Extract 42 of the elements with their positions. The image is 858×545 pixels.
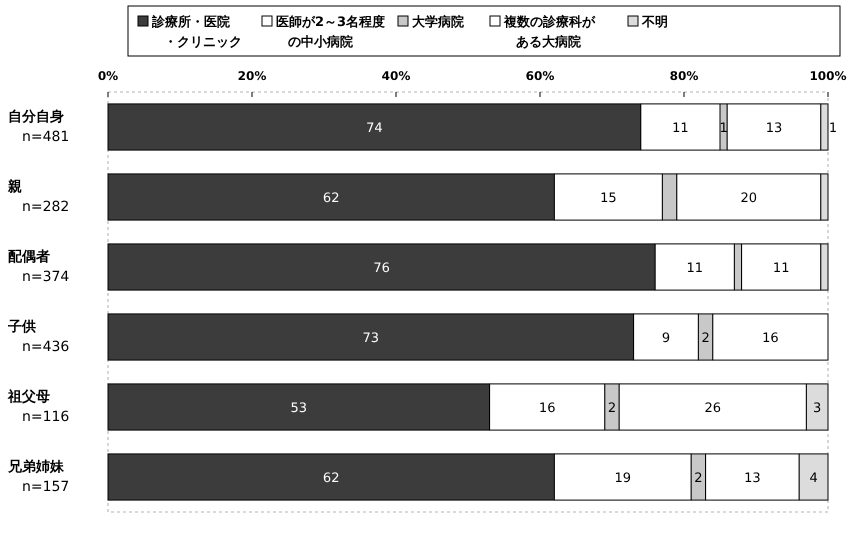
data-label: 16 bbox=[538, 401, 556, 416]
data-label: 15 bbox=[600, 191, 617, 206]
data-label: 62 bbox=[322, 471, 340, 486]
data-label: 11 bbox=[772, 261, 790, 276]
data-label: 26 bbox=[704, 401, 722, 416]
data-label: 4 bbox=[809, 471, 818, 486]
data-label: 16 bbox=[762, 331, 779, 346]
data-label: 73 bbox=[362, 331, 380, 346]
data-label: 13 bbox=[744, 471, 761, 486]
data-label: 11 bbox=[686, 261, 704, 276]
x-tick-label: 100% bbox=[809, 69, 847, 83]
data-label: 2 bbox=[608, 401, 616, 416]
x-tick-label: 0% bbox=[98, 69, 118, 83]
x-tick-label: 20% bbox=[238, 69, 266, 83]
data-label: 13 bbox=[766, 121, 782, 136]
x-tick-label: 60% bbox=[526, 69, 554, 83]
y-tick-label: 配偶者 n=374 bbox=[8, 249, 70, 285]
data-label: 2 bbox=[701, 331, 710, 346]
y-tick-label: 祖父母 n=116 bbox=[7, 388, 70, 425]
x-tick-label: 80% bbox=[670, 69, 698, 83]
x-tick-label: 40% bbox=[382, 69, 410, 83]
data-label: 20 bbox=[740, 191, 758, 206]
data-label: 1 bbox=[828, 121, 838, 136]
data-label: 1 bbox=[719, 121, 728, 136]
y-tick-label: 自分自身 n=481 bbox=[8, 109, 70, 145]
y-tick-label: 親 n=282 bbox=[7, 178, 70, 215]
data-label: 2 bbox=[694, 471, 703, 486]
data-label: 76 bbox=[373, 261, 390, 276]
y-tick-label: 子供 n=436 bbox=[7, 319, 70, 355]
y-tick-label: 兄弟姉妹 n=157 bbox=[7, 459, 70, 495]
data-label: 3 bbox=[813, 401, 822, 416]
legend-label: 医師が2～3名程度の中小病院 bbox=[276, 14, 386, 50]
data-label: 62 bbox=[322, 191, 340, 206]
data-label: 9 bbox=[662, 331, 670, 346]
data-label: 19 bbox=[614, 471, 632, 486]
legend-label: 不明 bbox=[641, 15, 668, 30]
legend-label: 診療所・医院・クリニック bbox=[151, 14, 242, 50]
data-label: 74 bbox=[366, 121, 383, 136]
data-label: 53 bbox=[290, 401, 308, 416]
legend-label: 複数の診療科がある大病院 bbox=[503, 14, 596, 50]
data-label: 11 bbox=[672, 121, 689, 136]
legend-label: 大学病院 bbox=[412, 14, 464, 30]
